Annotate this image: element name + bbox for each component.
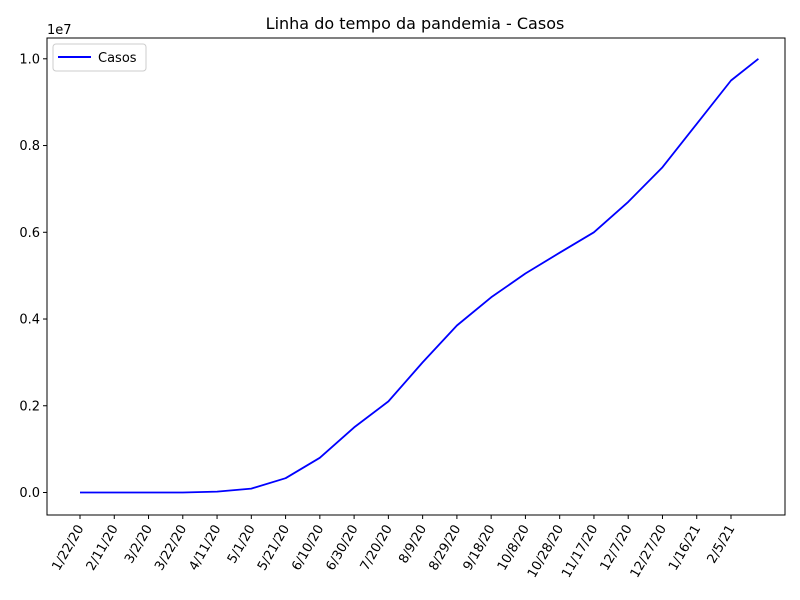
x-tick-label: 2/5/21	[705, 523, 739, 567]
x-tick-label: 5/1/20	[225, 523, 259, 567]
x-tick-label: 3/22/20	[152, 523, 190, 574]
x-tick-label: 8/29/20	[426, 523, 464, 574]
x-tick-label: 3/2/20	[122, 523, 156, 567]
x-tick-label: 5/21/20	[255, 523, 293, 574]
x-tick-label: 7/20/20	[358, 523, 396, 574]
y-tick-label: 0.0	[19, 486, 40, 501]
x-tick-label: 6/30/20	[324, 523, 362, 574]
y-tick-label: 0.8	[19, 139, 40, 154]
legend-entry: Casos	[98, 51, 137, 66]
x-tick-label: 1/16/21	[666, 523, 704, 574]
chart-title: Linha do tempo da pandemia - Casos	[266, 14, 565, 33]
series-line-casos	[80, 58, 759, 494]
x-tick-label: 9/18/20	[461, 523, 499, 574]
x-tick-label: 6/10/20	[289, 523, 327, 574]
x-tick-label: 10/8/20	[495, 523, 533, 574]
y-tick-label: 1.0	[19, 52, 40, 67]
x-tick-label: 4/11/20	[186, 523, 224, 574]
y-tick-label: 0.4	[19, 313, 40, 328]
x-tick-label: 8/9/20	[396, 523, 430, 567]
x-tick-label: 12/7/20	[598, 523, 636, 574]
x-tick-label: 2/11/20	[84, 523, 122, 574]
legend-box	[52, 43, 147, 72]
y-axis: 0.0 0.2 0.4 0.6 0.8 1.0	[19, 52, 47, 501]
legend: Casos	[52, 43, 147, 72]
plot-area	[46, 37, 786, 516]
y-tick-label: 0.2	[19, 399, 40, 414]
y-tick-label: 0.6	[19, 226, 40, 241]
y-scale-label: 1e7	[47, 23, 72, 38]
series-layer	[80, 58, 759, 494]
x-axis: 1/22/202/11/20 3/2/203/22/204/11/20 5/1/20…	[49, 515, 738, 581]
x-tick-label: 1/22/20	[49, 523, 87, 574]
